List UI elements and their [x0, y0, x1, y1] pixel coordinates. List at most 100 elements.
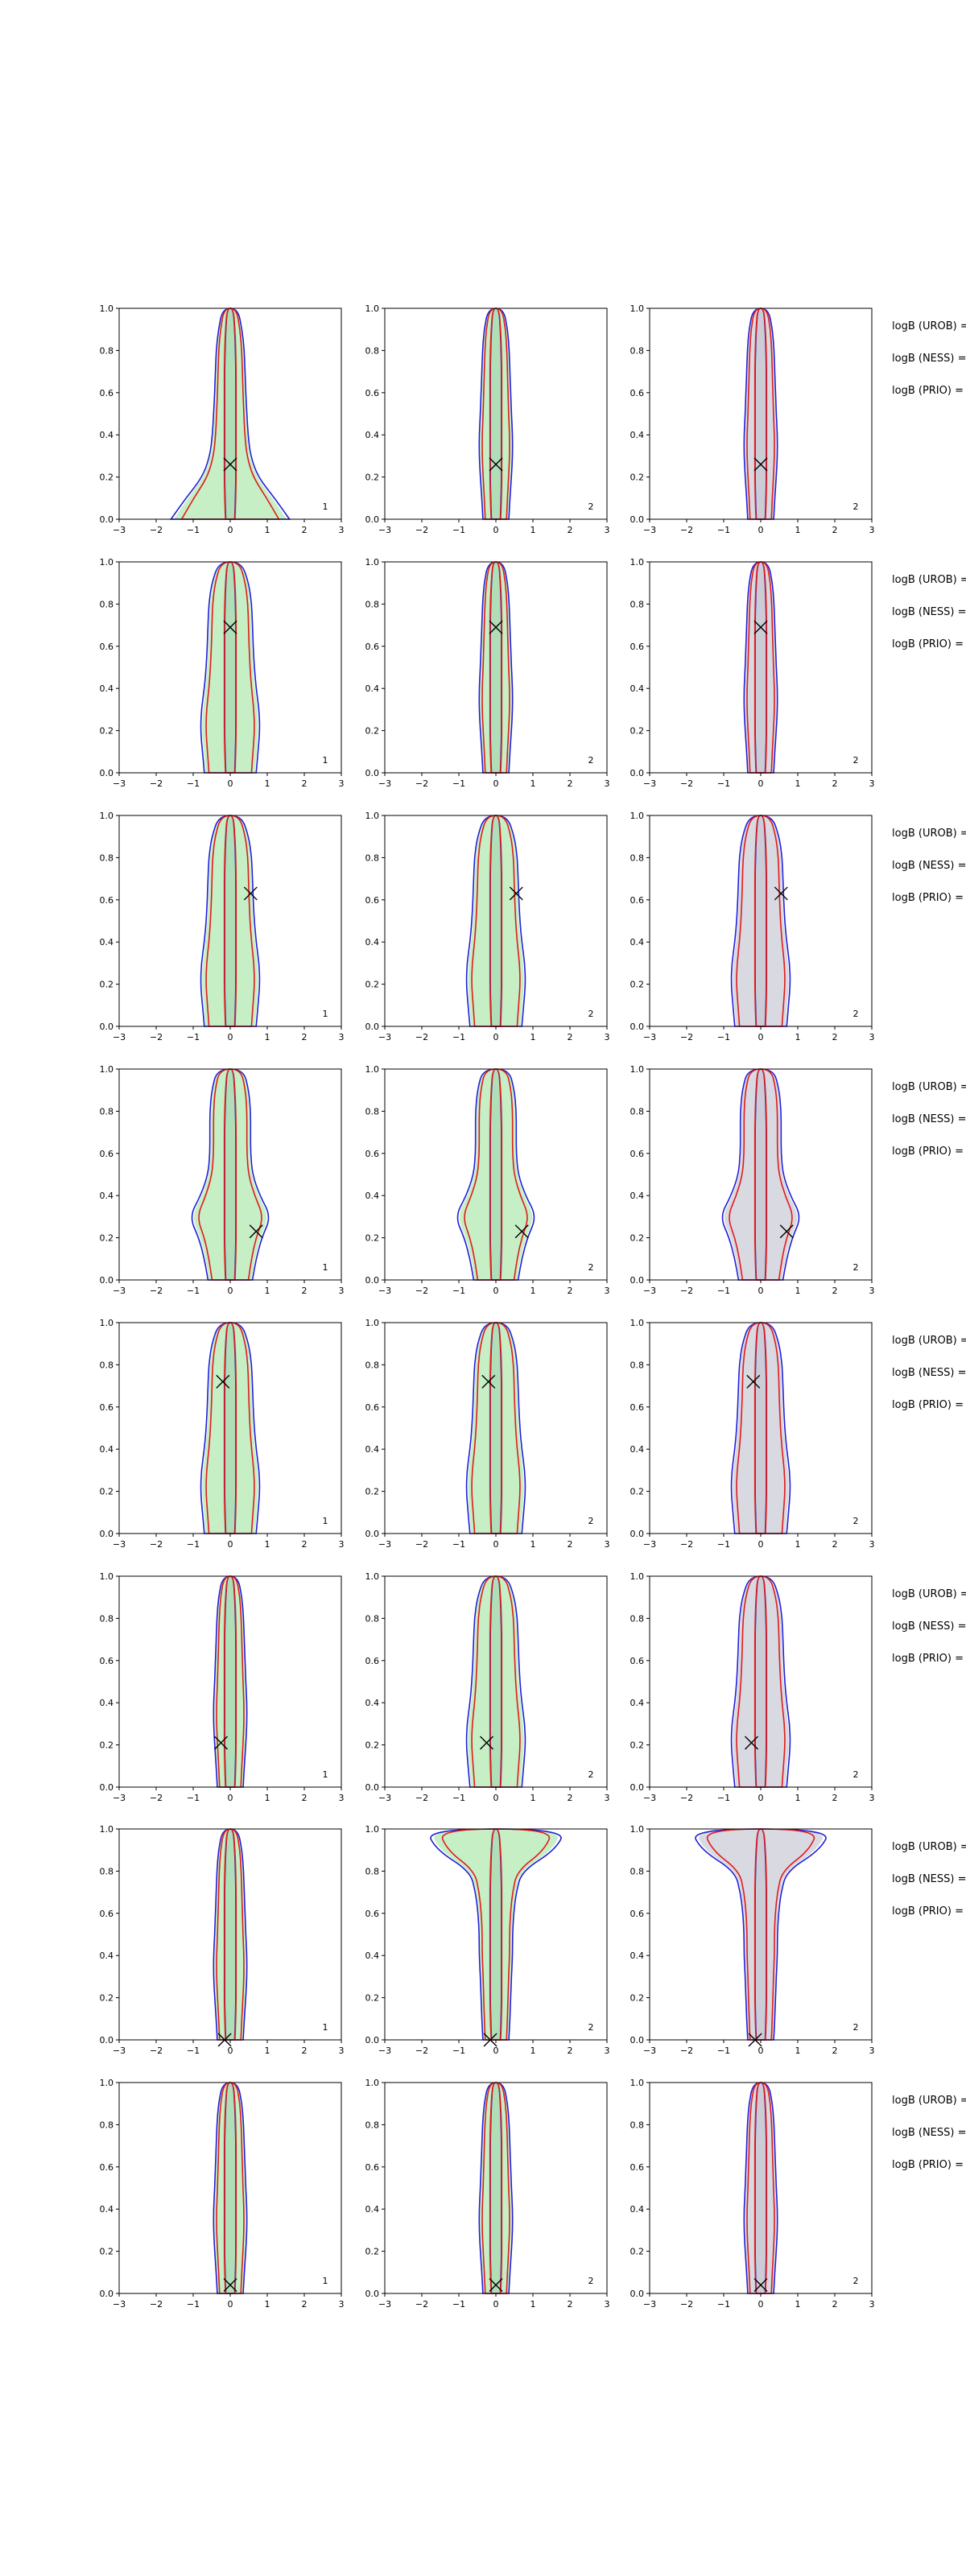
y-tick-label: 0.4	[100, 1444, 114, 1455]
x-tick-label: 3	[869, 2299, 875, 2310]
y-tick-label: 0.4	[630, 2204, 645, 2215]
y-tick-label: 0.8	[630, 1866, 645, 1876]
x-tick-label: −2	[415, 1793, 428, 1803]
x-tick-label: −2	[680, 778, 693, 789]
subplot-r4-c3: −3 −2 −1 0 1 2 3 0.0 0.2 0.4 0.6 0.8 1.0 2	[630, 1064, 875, 1296]
red-contour-outer	[736, 815, 786, 1027]
subplot-r8-c1: −3 −2 −1 0 1 2 3 0.0 0.2 0.4 0.6 0.8 1.0 1	[100, 2078, 345, 2310]
panel-label: 2	[588, 502, 594, 512]
marker-stroke	[746, 1374, 761, 1389]
x-tick-label: −3	[378, 1793, 391, 1803]
x-tick-label: −2	[680, 2046, 693, 2056]
y-tick-label: 1.0	[100, 1571, 114, 1582]
x-tick-label: −1	[187, 2299, 200, 2310]
y-tick-label: 1.0	[630, 1318, 645, 1328]
y-tick-label: 0.6	[100, 1656, 114, 1666]
panel-label: 1	[323, 755, 328, 766]
x-tick-label: 1	[530, 1539, 536, 1550]
x-tick-label: 2	[302, 1793, 308, 1803]
x-tick-label: −3	[113, 525, 126, 535]
y-tick-label: 0.6	[630, 642, 645, 652]
panel-label: 2	[588, 1009, 594, 1019]
x-tick-label: −3	[378, 2046, 391, 2056]
y-tick-label: 0.4	[100, 1191, 114, 1201]
panel-label: 2	[588, 2022, 594, 2033]
density-core-fill	[753, 1323, 768, 1534]
x-tick-label: 1	[530, 2299, 536, 2310]
true-value-marker	[489, 620, 503, 634]
true-value-marker	[243, 886, 258, 901]
y-tick-label: 0.8	[100, 1613, 114, 1624]
red-contour-inner	[754, 1068, 767, 1281]
x-tick-label: −1	[452, 1793, 465, 1803]
subplot-r3-c3: −3 −2 −1 0 1 2 3 0.0 0.2 0.4 0.6 0.8 1.0 2	[630, 811, 875, 1042]
red-contour-outer	[736, 1575, 786, 1788]
y-tick-label: 1.0	[365, 2078, 380, 2088]
true-value-marker	[480, 1736, 493, 1750]
x-tick-label: −2	[415, 2046, 428, 2056]
true-value-marker	[223, 2278, 237, 2293]
red-contour-outer	[464, 1068, 528, 1281]
side-label: logB (PRIO) =	[892, 1905, 964, 1918]
true-value-marker	[745, 1736, 758, 1750]
x-tick-label: −2	[415, 1539, 428, 1550]
x-tick-label: −1	[187, 525, 200, 535]
y-tick-label: 0.4	[365, 1698, 380, 1708]
density-core-fill	[753, 1069, 768, 1280]
true-value-marker	[746, 1374, 761, 1389]
density-core-fill	[489, 1323, 503, 1534]
red-contour-inner	[754, 308, 767, 520]
x-tick-label: 2	[832, 1539, 838, 1550]
x-tick-label: 2	[302, 1539, 308, 1550]
y-tick-label: 0.8	[630, 599, 645, 609]
red-contour-outer	[481, 2082, 510, 2294]
marker-stroke	[779, 1224, 794, 1239]
y-tick-label: 0.2	[630, 980, 645, 990]
x-tick-label: −3	[113, 1539, 126, 1550]
y-tick-label: 0.8	[100, 2120, 114, 2130]
subplot-r8-c3: −3 −2 −1 0 1 2 3 0.0 0.2 0.4 0.6 0.8 1.0 2	[630, 2078, 875, 2310]
subplot-r6-c1: −3 −2 −1 0 1 2 3 0.0 0.2 0.4 0.6 0.8 1.0 1	[100, 1571, 345, 1803]
x-tick-label: −2	[680, 1286, 693, 1296]
true-value-marker	[779, 1224, 794, 1239]
red-contour-outer	[471, 1322, 521, 1534]
density-core-fill	[753, 562, 768, 773]
y-tick-label: 0.6	[365, 895, 380, 906]
subplot-r7-c2: −3 −2 −1 0 1 2 3 0.0 0.2 0.4 0.6 0.8 1.0 2	[365, 1824, 610, 2056]
density-core-fill	[223, 1829, 237, 2040]
x-tick-label: 3	[605, 1539, 610, 1550]
y-tick-label: 0.0	[365, 1782, 380, 1793]
marker-stroke	[489, 2278, 503, 2293]
x-tick-label: −2	[150, 778, 163, 789]
red-contour-outer	[441, 1828, 551, 2041]
y-tick-label: 1.0	[630, 303, 645, 314]
marker-stroke	[753, 620, 768, 634]
density-core-fill	[223, 815, 237, 1026]
red-contour-outer	[216, 2082, 245, 2294]
marker-stroke	[753, 2278, 768, 2293]
x-tick-label: −2	[680, 525, 693, 535]
true-value-marker	[514, 1224, 529, 1239]
y-tick-label: 0.6	[365, 642, 380, 652]
subplot-r1-c3: −3 −2 −1 0 1 2 3 0.0 0.2 0.4 0.6 0.8 1.0 2	[630, 303, 875, 535]
side-label: logB (NESS) =	[892, 606, 966, 618]
true-value-marker	[217, 2033, 232, 2047]
panel-label: 2	[853, 2022, 859, 2033]
panel-label: 2	[588, 1769, 594, 1780]
y-tick-label: 0.2	[630, 473, 645, 483]
y-tick-label: 0.0	[365, 1022, 380, 1032]
y-tick-label: 0.6	[100, 388, 114, 398]
true-value-marker	[223, 457, 237, 472]
y-tick-label: 0.8	[365, 2120, 380, 2130]
x-tick-label: 0	[228, 778, 233, 789]
y-tick-label: 0.2	[365, 473, 380, 483]
y-tick-label: 1.0	[100, 1824, 114, 1835]
blue-contour-outer	[730, 1322, 791, 1534]
y-tick-label: 0.0	[100, 768, 114, 778]
true-value-marker	[753, 620, 768, 634]
y-tick-label: 0.0	[630, 1529, 645, 1539]
x-tick-label: −1	[717, 1032, 730, 1042]
side-label: logB (UROB) =	[892, 1335, 966, 1347]
y-tick-label: 1.0	[365, 303, 380, 314]
y-tick-label: 0.2	[365, 1740, 380, 1751]
